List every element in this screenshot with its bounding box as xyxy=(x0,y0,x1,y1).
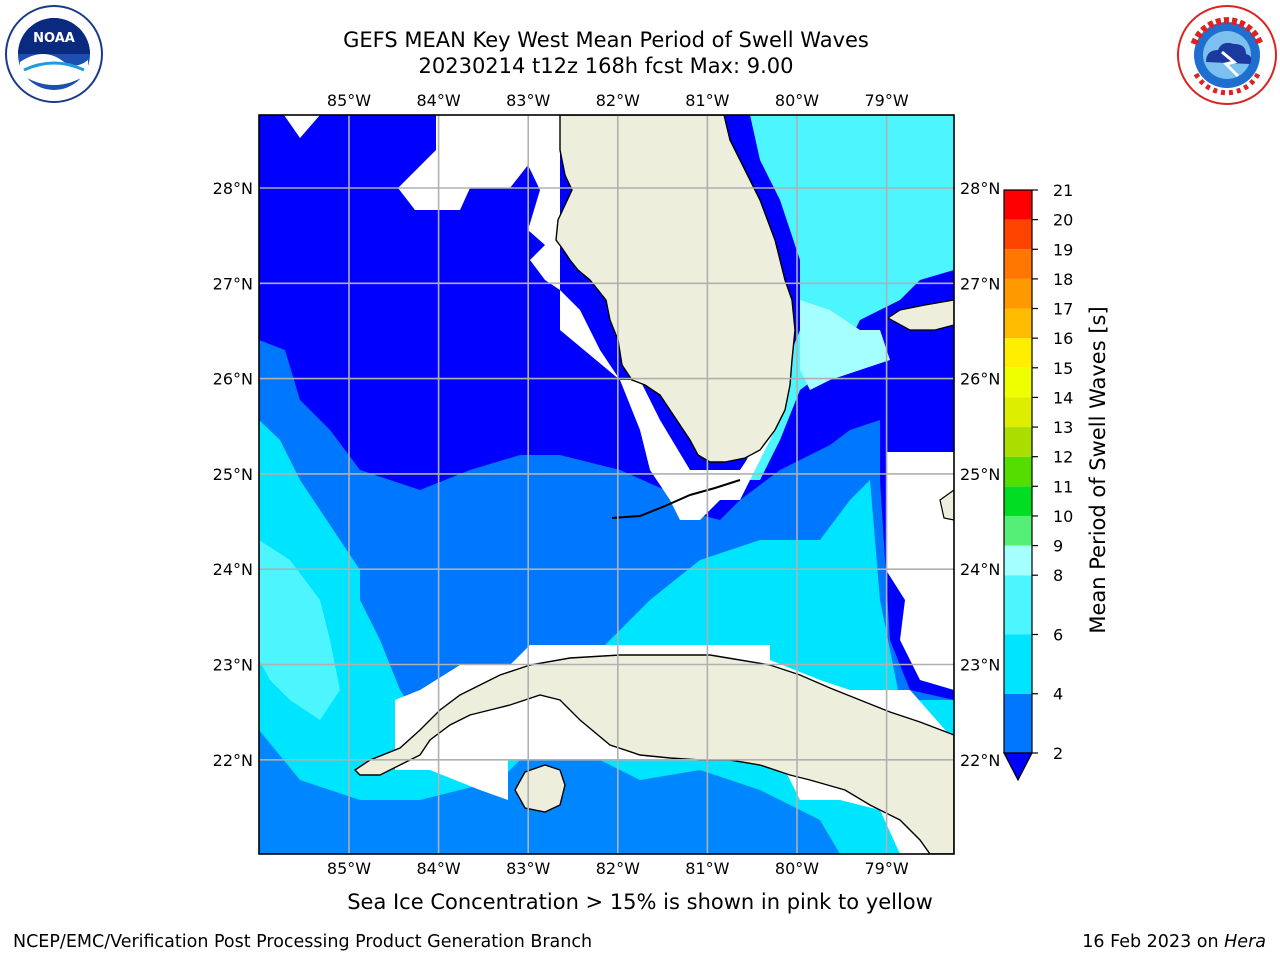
lon-label: 81°W xyxy=(685,859,729,878)
colorbar-tick-label: 12 xyxy=(1053,448,1073,467)
colorbar-tick-label: 9 xyxy=(1053,537,1063,556)
nodata-bahamas xyxy=(886,452,954,690)
lon-label: 79°W xyxy=(865,91,909,110)
lat-label: 24°N xyxy=(960,560,1000,579)
colorbar-tick-label: 2 xyxy=(1053,744,1063,763)
lon-label: 81°W xyxy=(685,91,729,110)
gridlines xyxy=(259,115,954,854)
lat-label: 26°N xyxy=(213,370,253,389)
lon-label: 84°W xyxy=(417,91,461,110)
lon-label: 84°W xyxy=(417,859,461,878)
lon-labels-bottom: 85°W 84°W 83°W 82°W 81°W 80°W 79°W xyxy=(327,859,909,878)
colorbar-tick-label: 19 xyxy=(1053,240,1073,259)
colorbar-bin xyxy=(1004,545,1032,576)
lat-labels-right: 28°N 27°N 26°N 25°N 24°N 23°N 22°N xyxy=(960,179,1000,770)
colorbar-bin xyxy=(1004,427,1032,457)
lon-label: 85°W xyxy=(327,859,371,878)
colorbar-tick-label: 4 xyxy=(1053,685,1063,704)
lat-label: 25°N xyxy=(960,465,1000,484)
florida-land xyxy=(555,115,796,463)
colorbar xyxy=(1003,189,1033,782)
nodata-florida-west xyxy=(528,115,780,520)
map-subtitle: 20230214 t12z 168h fcst Max: 9.00 xyxy=(418,54,794,78)
colorbar-tick-label: 8 xyxy=(1053,566,1063,585)
colorbar-bin xyxy=(1004,634,1032,694)
svg-text:NOAA: NOAA xyxy=(33,31,75,46)
footer-host: Hera xyxy=(1224,932,1266,952)
colorbar-tick-label: 6 xyxy=(1053,625,1063,644)
lat-labels-left: 28°N 27°N 26°N 25°N 24°N 23°N 22°N xyxy=(213,179,253,770)
colorbar-tick-label: 16 xyxy=(1053,329,1073,348)
cuba-land xyxy=(353,654,954,854)
sea-ice-note: Sea Ice Concentration > 15% is shown in … xyxy=(347,890,933,914)
lon-label: 80°W xyxy=(775,91,819,110)
map-title: GEFS MEAN Key West Mean Period of Swell … xyxy=(343,28,869,52)
lat-label: 22°N xyxy=(213,751,253,770)
colorbar-bin xyxy=(1004,456,1032,487)
colorbar-tick-label: 21 xyxy=(1053,181,1073,200)
band-6-8 xyxy=(259,540,340,720)
colorbar-tick-label: 18 xyxy=(1053,270,1073,289)
lat-label: 23°N xyxy=(213,656,253,675)
lon-label: 85°W xyxy=(327,91,371,110)
colorbar-bin xyxy=(1004,515,1032,546)
colorbar-bin xyxy=(1004,367,1032,398)
lat-label: 28°N xyxy=(960,179,1000,198)
colorbar-frame xyxy=(1003,189,1033,754)
lon-label: 83°W xyxy=(506,91,550,110)
lat-label: 28°N xyxy=(213,179,253,198)
colorbar-bin xyxy=(1004,219,1032,250)
colorbar-bin xyxy=(1004,575,1032,635)
lon-label: 82°W xyxy=(596,859,640,878)
colorbar-ticks: 2 4 6 8 9 10 11 12 13 14 15 16 17 18 19 20 21 xyxy=(1032,181,1073,763)
bahamas-land xyxy=(886,299,954,331)
footer-date-text: 16 Feb 2023 on xyxy=(1082,932,1225,952)
map-frame xyxy=(258,114,955,855)
colorbar-tick-label: 17 xyxy=(1053,300,1073,319)
colorbar-tick-label: 11 xyxy=(1053,477,1073,496)
colorbar-tick-label: 15 xyxy=(1053,359,1073,378)
colorbar-bin xyxy=(1004,693,1032,753)
colorbar-bin xyxy=(1004,486,1032,516)
nodata-gulf-north xyxy=(284,115,528,210)
nws-logo xyxy=(1177,5,1277,105)
band-8-9 xyxy=(800,300,890,390)
florida-keys xyxy=(611,479,741,519)
lat-label: 27°N xyxy=(213,274,253,293)
lon-label: 83°W xyxy=(506,859,550,878)
band-6-8-atlantic xyxy=(740,115,954,480)
footer-date: 16 Feb 2023 on Hera xyxy=(1082,932,1266,952)
lat-label: 25°N xyxy=(213,465,253,484)
colorbar-tick-label: 20 xyxy=(1053,211,1073,230)
lat-label: 22°N xyxy=(960,751,1000,770)
lat-label: 26°N xyxy=(960,370,1000,389)
noaa-logo: NOAA xyxy=(5,5,103,103)
colorbar-bin xyxy=(1004,308,1032,339)
colorbar-bin xyxy=(1004,338,1032,368)
lon-label: 79°W xyxy=(865,859,909,878)
lat-label: 24°N xyxy=(213,560,253,579)
lon-label: 82°W xyxy=(596,91,640,110)
colorbar-tick-label: 10 xyxy=(1053,507,1073,526)
lat-label: 23°N xyxy=(960,656,1000,675)
colorbar-bin xyxy=(1004,278,1032,309)
lon-labels-top: 85°W 84°W 83°W 82°W 81°W 80°W 79°W xyxy=(327,91,909,110)
colorbar-under-arrow xyxy=(1003,752,1033,782)
colorbar-label: Mean Period of Swell Waves [s] xyxy=(1086,306,1110,633)
colorbar-bin xyxy=(1004,249,1032,279)
footer-branch: NCEP/EMC/Verification Post Processing Pr… xyxy=(13,932,593,952)
lon-label: 80°W xyxy=(775,859,819,878)
colorbar-bin xyxy=(1004,397,1032,428)
lat-label: 27°N xyxy=(960,274,1000,293)
colorbar-bin xyxy=(1004,190,1032,220)
andros-land xyxy=(939,489,954,521)
colorbar-tick-label: 13 xyxy=(1053,418,1073,437)
colorbar-tick-label: 14 xyxy=(1053,388,1073,407)
